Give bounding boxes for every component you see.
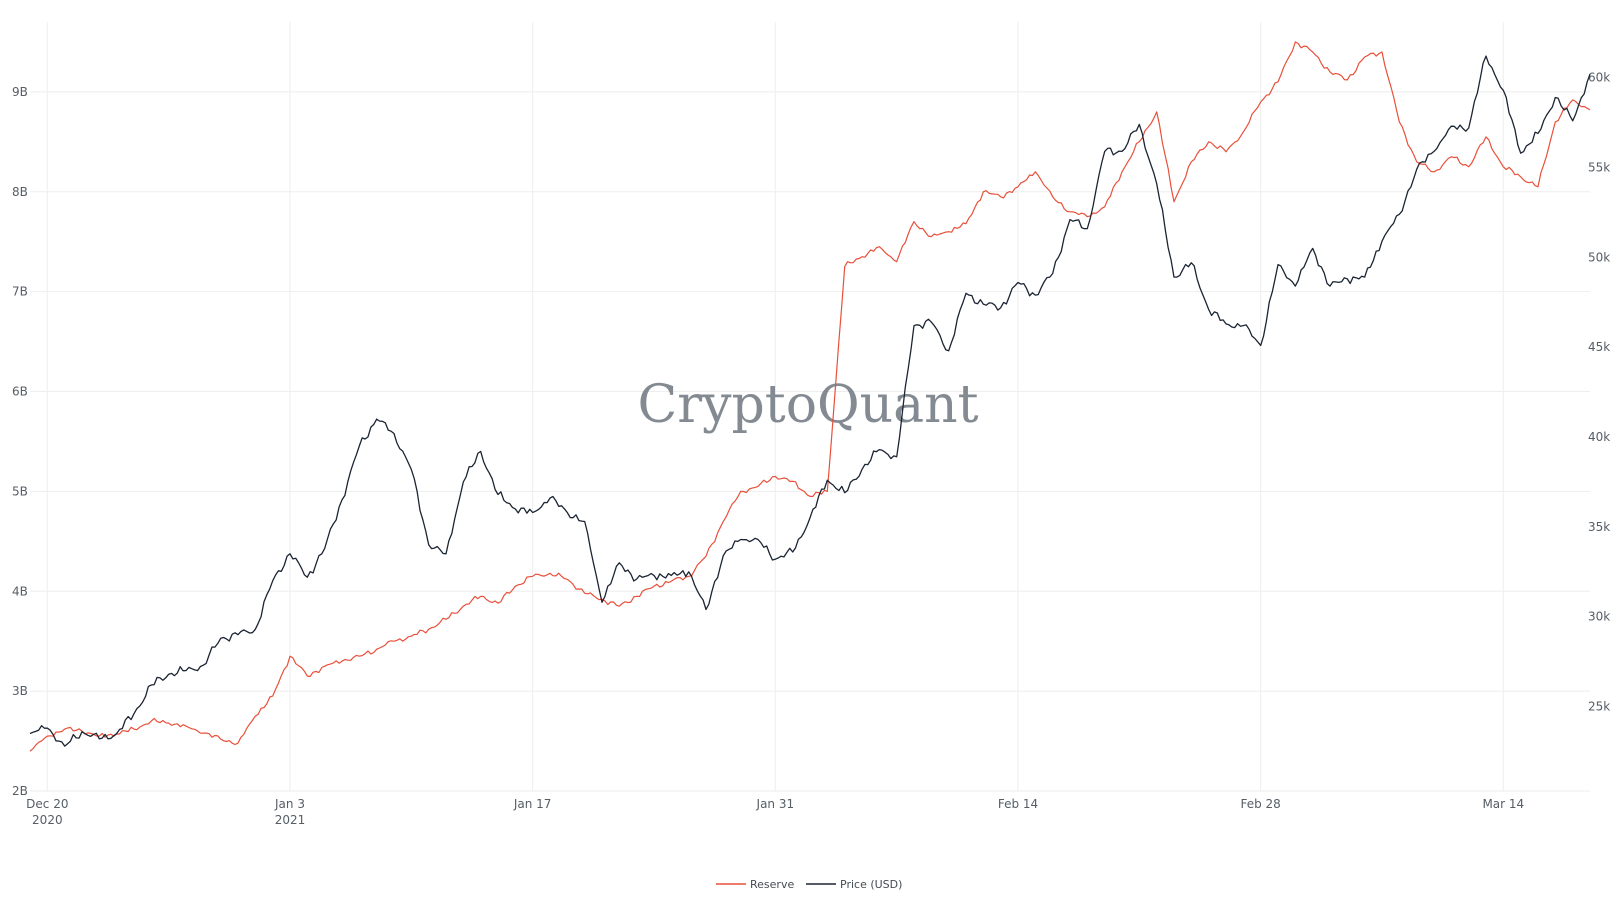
right-tick-label: 40k xyxy=(1588,430,1610,444)
right-tick-label: 45k xyxy=(1588,340,1610,354)
left-tick-label: 9B xyxy=(12,85,28,99)
legend-label: Reserve xyxy=(750,878,794,891)
watermark-logo: CryptoQuant xyxy=(637,375,978,435)
x-tick-label: Jan 17 xyxy=(513,797,552,811)
x-axis-ticks: Dec 20 2020 Jan 3 2021 Jan 17 Jan 31 Feb 14 Feb… xyxy=(26,797,1524,827)
right-tick-label: 50k xyxy=(1588,250,1610,264)
left-tick-label: 4B xyxy=(12,584,28,598)
right-tick-label: 25k xyxy=(1588,700,1610,714)
x-tick-label: Mar 14 xyxy=(1482,797,1524,811)
x-tick-year: 2021 xyxy=(275,813,306,827)
left-tick-label: 3B xyxy=(12,684,28,698)
right-tick-label: 60k xyxy=(1588,71,1610,85)
right-tick-label: 30k xyxy=(1588,610,1610,624)
left-tick-label: 8B xyxy=(12,185,28,199)
x-tick-label: Feb 14 xyxy=(998,797,1038,811)
x-tick-year: 2020 xyxy=(32,813,63,827)
left-tick-label: 6B xyxy=(12,385,28,399)
x-tick-label: Dec 20 xyxy=(26,797,68,811)
series-line-price xyxy=(29,55,1591,747)
left-tick-label: 5B xyxy=(12,484,28,498)
x-tick-label: Feb 28 xyxy=(1240,797,1280,811)
right-tick-label: 55k xyxy=(1588,161,1610,175)
right-axis-ticks: 25k 30k 35k 40k 45k 50k 55k 60k xyxy=(1588,71,1610,714)
left-tick-label: 7B xyxy=(12,285,28,299)
left-axis-ticks: 2B 3B 4B 5B 6B 7B 8B 9B xyxy=(12,85,28,798)
legend-label: Price (USD) xyxy=(840,878,902,891)
right-tick-label: 35k xyxy=(1588,520,1610,534)
x-tick-label: Jan 31 xyxy=(756,797,795,811)
x-tick-label: Jan 3 xyxy=(274,797,305,811)
grid-lines xyxy=(30,22,1590,792)
left-tick-label: 2B xyxy=(12,784,28,798)
legend: Reserve Price (USD) xyxy=(716,878,902,891)
series-line-reserve xyxy=(29,41,1591,752)
series-lines xyxy=(29,41,1591,752)
